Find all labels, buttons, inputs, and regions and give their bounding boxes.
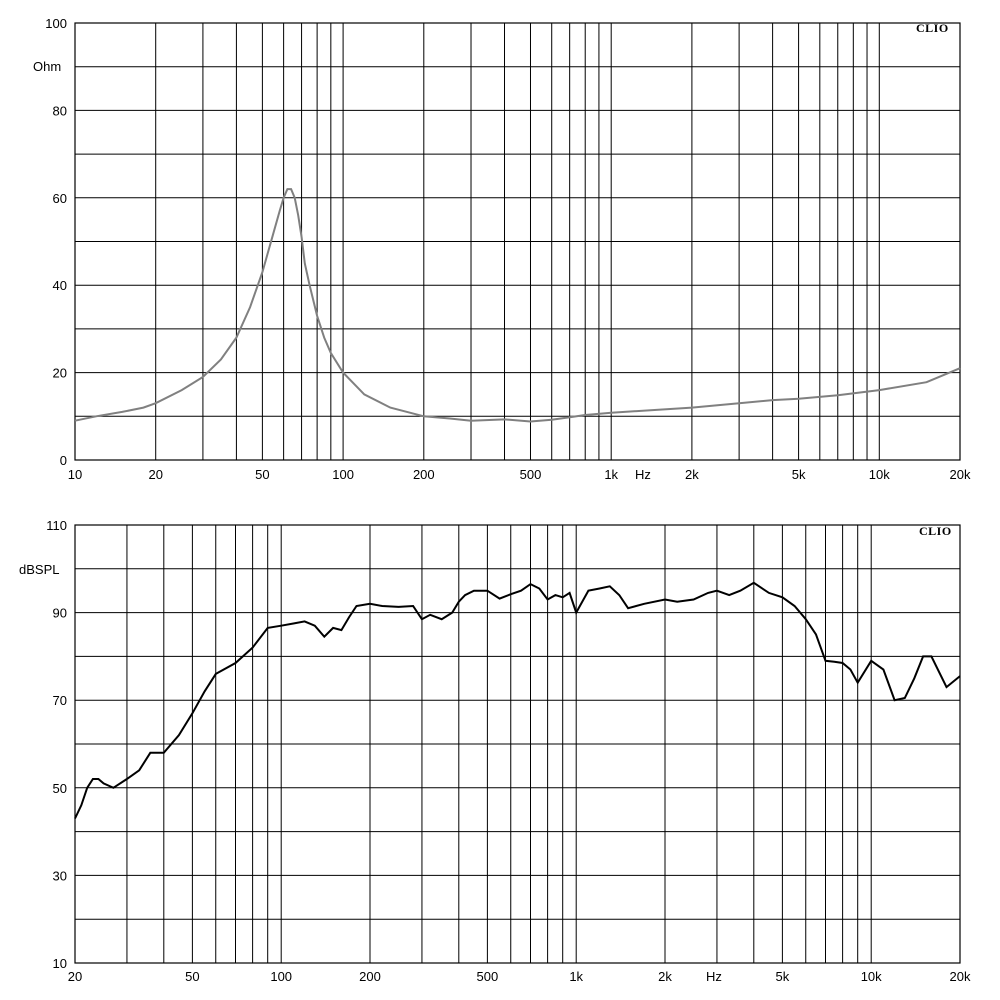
- impedance-x-tick-label: 500: [520, 467, 542, 482]
- spl-y-tick-label: 50: [53, 781, 67, 796]
- impedance-x-tick-label: 10: [68, 467, 82, 482]
- impedance-y-tick-label: 20: [53, 366, 67, 381]
- spl-series-line: [74, 581, 961, 819]
- impedance-x-tick-label: 1k: [604, 467, 618, 482]
- spl-clio-logo: CLIO: [919, 524, 952, 538]
- impedance-y-tick-label: 0: [60, 453, 67, 468]
- spl-grid: [75, 525, 960, 963]
- spl-x-tick-label: 5k: [776, 969, 790, 984]
- spl-y-axis-label: dBSPL: [19, 562, 59, 577]
- impedance-grid: [75, 23, 960, 460]
- spl-x-tick-label: 500: [477, 969, 499, 984]
- spl-x-tick-label: 10k: [861, 969, 882, 984]
- impedance-y-axis-label: Ohm: [33, 59, 61, 74]
- impedance-x-ticks: 10 20 50 100 200 500 1k 2k 5k 10k 20k: [68, 467, 971, 482]
- spl-y-tick-label: 10: [53, 956, 67, 971]
- spl-y-tick-label: 70: [53, 693, 67, 708]
- spl-x-axis-unit: Hz: [706, 969, 722, 984]
- spl-y-tick-label: 30: [53, 868, 67, 883]
- impedance-x-tick-label: 100: [332, 467, 354, 482]
- spl-x-tick-label: 20k: [950, 969, 971, 984]
- impedance-y-ticks: 0 20 40 60 80 100: [45, 16, 67, 468]
- impedance-chart: 0 20 40 60 80 100 10 20 50 100 200 500 1k 2k 5k 10k 20k…: [33, 16, 971, 482]
- spl-y-tick-label: 110: [46, 518, 67, 533]
- impedance-y-tick-label: 40: [53, 278, 67, 293]
- impedance-x-axis-unit: Hz: [635, 467, 651, 482]
- impedance-clio-logo: CLIO: [916, 21, 949, 35]
- impedance-y-tick-label: 80: [53, 103, 67, 118]
- spl-x-tick-label: 50: [185, 969, 199, 984]
- spl-plot-frame: [74, 524, 961, 964]
- impedance-x-tick-label: 20k: [950, 467, 971, 482]
- spl-x-tick-label: 200: [359, 969, 381, 984]
- impedance-x-tick-label: 2k: [685, 467, 699, 482]
- spl-x-tick-label: 20: [68, 969, 82, 984]
- impedance-plot-frame: [74, 22, 961, 461]
- impedance-series-line: [74, 188, 961, 423]
- spl-y-ticks: 10 30 50 70 90 110: [46, 518, 67, 971]
- spl-x-ticks: 20 50 100 200 500 1k 2k 5k 10k 20k: [68, 969, 971, 984]
- spl-y-tick-label: 90: [53, 606, 67, 621]
- spl-x-tick-label: 1k: [569, 969, 583, 984]
- impedance-y-tick-label: 60: [53, 191, 67, 206]
- impedance-y-tick-label: 100: [45, 16, 67, 31]
- impedance-x-tick-label: 10k: [869, 467, 890, 482]
- impedance-x-tick-label: 50: [255, 467, 269, 482]
- impedance-x-tick-label: 5k: [792, 467, 806, 482]
- spl-x-tick-label: 100: [270, 969, 292, 984]
- impedance-x-tick-label: 200: [413, 467, 435, 482]
- spl-x-tick-label: 2k: [658, 969, 672, 984]
- impedance-x-tick-label: 20: [148, 467, 162, 482]
